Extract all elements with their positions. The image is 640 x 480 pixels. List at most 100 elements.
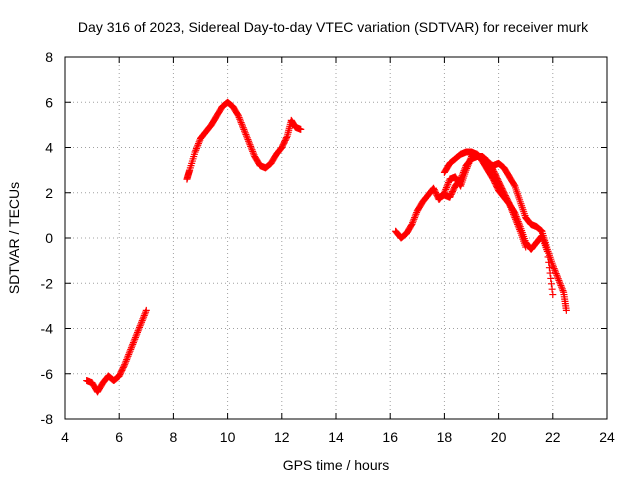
data-point — [236, 115, 244, 123]
data-point — [194, 141, 202, 149]
data-point — [128, 342, 136, 350]
data-point — [194, 140, 202, 148]
data-point — [544, 253, 552, 261]
data-point — [547, 274, 555, 282]
y-tick-label: 8 — [45, 49, 53, 65]
data-point — [195, 138, 203, 146]
data-point — [408, 220, 416, 228]
data-point — [545, 264, 553, 272]
data-point — [459, 170, 467, 178]
data-point — [554, 275, 562, 283]
data-point — [134, 327, 142, 335]
x-tick-label: 14 — [328, 429, 344, 445]
data-point — [129, 340, 137, 348]
data-point — [510, 212, 518, 220]
y-tick-label: -6 — [41, 366, 54, 382]
data-point — [461, 165, 469, 173]
data-point — [124, 352, 132, 360]
data-point — [135, 325, 143, 333]
x-tick-label: 4 — [61, 429, 69, 445]
x-tick-label: 6 — [115, 429, 123, 445]
series-segment-3 — [392, 150, 570, 314]
x-tick-label: 10 — [220, 429, 236, 445]
data-point — [554, 273, 562, 281]
data-point — [245, 137, 253, 145]
data-point — [459, 168, 467, 176]
data-point — [130, 337, 138, 345]
data-point — [137, 320, 145, 328]
y-tick-label: -4 — [41, 321, 54, 337]
data-point — [511, 214, 519, 222]
data-point — [241, 127, 249, 135]
data-point — [460, 167, 468, 175]
x-axis-label: GPS time / hours — [283, 457, 390, 473]
data-point — [133, 330, 141, 338]
data-point — [507, 205, 515, 213]
data-point — [234, 112, 242, 120]
data-point — [249, 147, 257, 155]
data-point — [442, 185, 450, 193]
data-point — [131, 334, 139, 342]
data-point — [132, 332, 140, 340]
data-point — [236, 117, 244, 125]
data-point — [513, 219, 521, 227]
data-point — [547, 280, 555, 288]
data-point — [192, 145, 200, 153]
y-tick-label: 4 — [45, 140, 53, 156]
data-point — [127, 344, 135, 352]
data-point — [514, 220, 522, 228]
data-point — [556, 278, 564, 286]
data-point — [516, 226, 524, 234]
data-point — [245, 139, 253, 147]
data-point — [244, 136, 252, 144]
data-point — [508, 207, 516, 215]
data-point — [121, 359, 129, 367]
data-points — [83, 98, 570, 396]
data-point — [444, 179, 452, 187]
data-point — [549, 291, 557, 299]
data-point — [129, 339, 137, 347]
data-point — [514, 222, 522, 230]
data-point — [562, 306, 570, 314]
data-point — [549, 263, 557, 271]
y-tick-label: 6 — [45, 94, 53, 110]
data-point — [555, 276, 563, 284]
data-point — [457, 173, 465, 181]
data-point — [458, 172, 466, 180]
data-point — [457, 175, 465, 183]
data-point — [191, 148, 199, 156]
data-point — [551, 266, 559, 274]
x-tick-label: 24 — [599, 429, 615, 445]
data-point — [505, 199, 513, 207]
data-point — [512, 217, 520, 225]
data-point — [552, 268, 560, 276]
x-tick-label: 8 — [170, 429, 178, 445]
data-point — [123, 356, 131, 364]
data-point — [242, 130, 250, 138]
data-point — [249, 149, 257, 157]
series-segment-5 — [435, 153, 530, 251]
x-tick-label: 20 — [491, 429, 507, 445]
data-point — [138, 317, 146, 325]
data-point — [123, 354, 131, 362]
data-point — [506, 202, 514, 210]
data-point — [140, 313, 148, 321]
data-point — [246, 141, 254, 149]
data-point — [409, 219, 417, 227]
data-point — [559, 287, 567, 295]
data-point — [556, 280, 564, 288]
series-segment-2 — [183, 98, 305, 183]
data-point — [142, 306, 150, 314]
data-point — [247, 142, 255, 150]
series-segment-4 — [440, 148, 557, 299]
data-point — [193, 143, 201, 151]
data-point — [241, 129, 249, 137]
data-point — [443, 182, 451, 190]
data-point — [243, 132, 251, 140]
data-point — [125, 349, 133, 357]
data-point — [558, 285, 566, 293]
data-point — [510, 181, 518, 189]
data-point — [552, 270, 560, 278]
data-point — [140, 311, 148, 319]
